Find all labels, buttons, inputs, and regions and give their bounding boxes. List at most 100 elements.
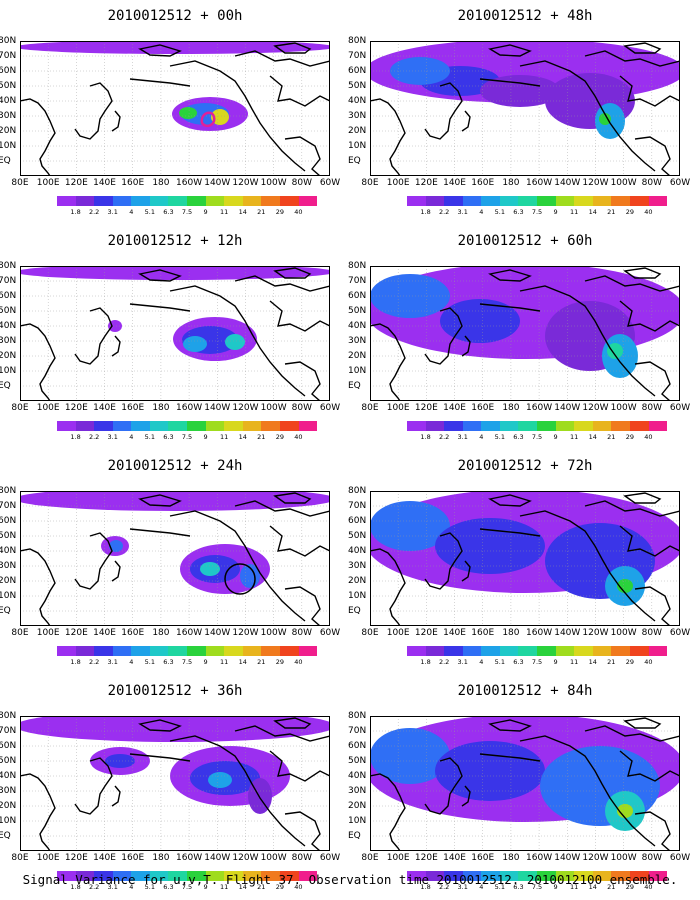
longitude-label: 120W [232, 178, 259, 188]
longitude-label: 160W [176, 628, 203, 638]
colorbar-level-label: 11 [220, 433, 229, 441]
colorbar-swatch [592, 871, 612, 881]
map-panel: 2010012512 + 00h 80N 70N 60N 50N 40N 30N 20N 10N… [0, 0, 350, 225]
colorbar-level-label: 29 [275, 883, 284, 891]
colorbar-level-label: 2.2 [438, 208, 450, 216]
coastline [479, 78, 541, 87]
colorbar-level-label: 29 [275, 433, 284, 441]
map-background [20, 491, 330, 626]
colorbar-level-label: 4 [129, 883, 134, 891]
colorbar-swatch [205, 421, 225, 431]
colorbar-swatch [94, 646, 113, 656]
coastline [623, 717, 662, 729]
variance-contour [435, 518, 545, 574]
colorbar-level-label: 14 [238, 658, 247, 666]
coastline [20, 773, 56, 851]
colorbar-level-label: 1.8 [420, 433, 431, 441]
latitude-label: 30N [0, 561, 17, 571]
longitude-label: 80E [361, 178, 379, 188]
colorbar-swatch [407, 646, 426, 656]
longitude-label: 100E [386, 178, 410, 188]
coastline [584, 500, 680, 517]
colorbar-swatch [205, 196, 225, 206]
coastline [234, 725, 330, 742]
colorbar-swatch [425, 196, 445, 206]
latitude-label: 30N [0, 111, 17, 121]
longitude-label: 140W [204, 403, 231, 413]
colorbar-level-label: 3.1 [457, 208, 468, 216]
coastline [519, 735, 656, 847]
coastline [74, 307, 113, 365]
colorbar-swatch [57, 871, 76, 881]
colorbar-swatch [168, 871, 188, 881]
coastline [138, 44, 182, 57]
coastline [269, 750, 330, 782]
colorbar-swatch [94, 196, 113, 206]
colorbar-level-label: 9 [203, 658, 208, 666]
colorbar-swatch [574, 196, 593, 206]
colorbar-level-label: 2.2 [88, 433, 100, 441]
colorbar-swatch [555, 871, 575, 881]
colorbar-swatch [574, 871, 593, 881]
latitude-label: 40N [0, 546, 17, 556]
map-panel: 2010012512 + 12h 80N 70N 60N 50N 40N 30N 20N 10N… [0, 225, 350, 450]
latitude-label: EQ [0, 606, 11, 616]
colorbar-swatch [462, 871, 482, 881]
colorbar-swatch [168, 421, 188, 431]
coastline [273, 42, 312, 54]
longitude-label: 180 [152, 853, 170, 863]
longitude-label: 160E [471, 628, 495, 638]
colorbar-swatch [555, 421, 575, 431]
colorbar-level-label: 3.1 [457, 883, 468, 891]
colorbar-level-label: 4 [129, 208, 134, 216]
coastline [488, 269, 532, 282]
colorbar-swatch [481, 196, 500, 206]
coastline [169, 285, 306, 397]
colorbar-swatch [298, 196, 318, 206]
longitude-label: 100E [36, 628, 60, 638]
latitude-label: 70N [348, 501, 367, 511]
longitude-label: 80E [361, 853, 379, 863]
colorbar-level-label: 3.1 [107, 883, 118, 891]
colorbar-level-label: 7.5 [531, 433, 543, 441]
observation-circle [224, 563, 256, 595]
coastline [169, 510, 306, 622]
panel-title: 2010012512 + 36h [107, 683, 243, 699]
colorbar-swatch [407, 196, 426, 206]
variance-contour [440, 299, 520, 343]
map-frame [20, 491, 330, 626]
panel-title: 2010012512 + 84h [457, 683, 593, 699]
variance-contour [480, 75, 560, 107]
longitude-label: 180 [502, 628, 520, 638]
colorbar-level-label: 1.8 [70, 658, 81, 666]
panel-title: 2010012512 + 00h [107, 8, 243, 24]
map-panel: 2010012512 + 24h 80N 70N 60N 50N 40N 30N 20N 10N… [0, 450, 350, 675]
colorbar-swatch [444, 871, 463, 881]
panel-title: 2010012512 + 48h [457, 8, 593, 24]
latitude-label: 20N [0, 351, 17, 361]
coastline [479, 303, 541, 312]
longitude-label: 60W [319, 628, 341, 638]
latitude-label: 70N [0, 51, 17, 61]
coastline [169, 60, 306, 172]
colorbar-swatch [518, 871, 538, 881]
latitude-label: 60N [0, 66, 17, 76]
latitude-label: 20N [348, 576, 367, 586]
colorbar-level-label: 4 [129, 658, 134, 666]
colorbar [407, 646, 668, 656]
latitude-label: 30N [348, 336, 367, 346]
latitude-label: 10N [0, 366, 17, 376]
longitude-label: 100E [36, 178, 60, 188]
colorbar-level-label: 5.1 [144, 658, 156, 666]
latitude-label: 10N [0, 816, 17, 826]
longitude-label: 100E [386, 403, 410, 413]
colorbar-level-label: 40 [644, 658, 653, 666]
longitude-label: 120W [582, 403, 609, 413]
coastline [619, 75, 680, 107]
latitude-label: 50N [0, 531, 17, 541]
latitude-label: 50N [0, 756, 17, 766]
latitude-label: 10N [348, 816, 367, 826]
colorbar-swatch [499, 421, 519, 431]
colorbar-level-label: 21 [607, 433, 616, 441]
longitude-label: 140W [204, 853, 231, 863]
